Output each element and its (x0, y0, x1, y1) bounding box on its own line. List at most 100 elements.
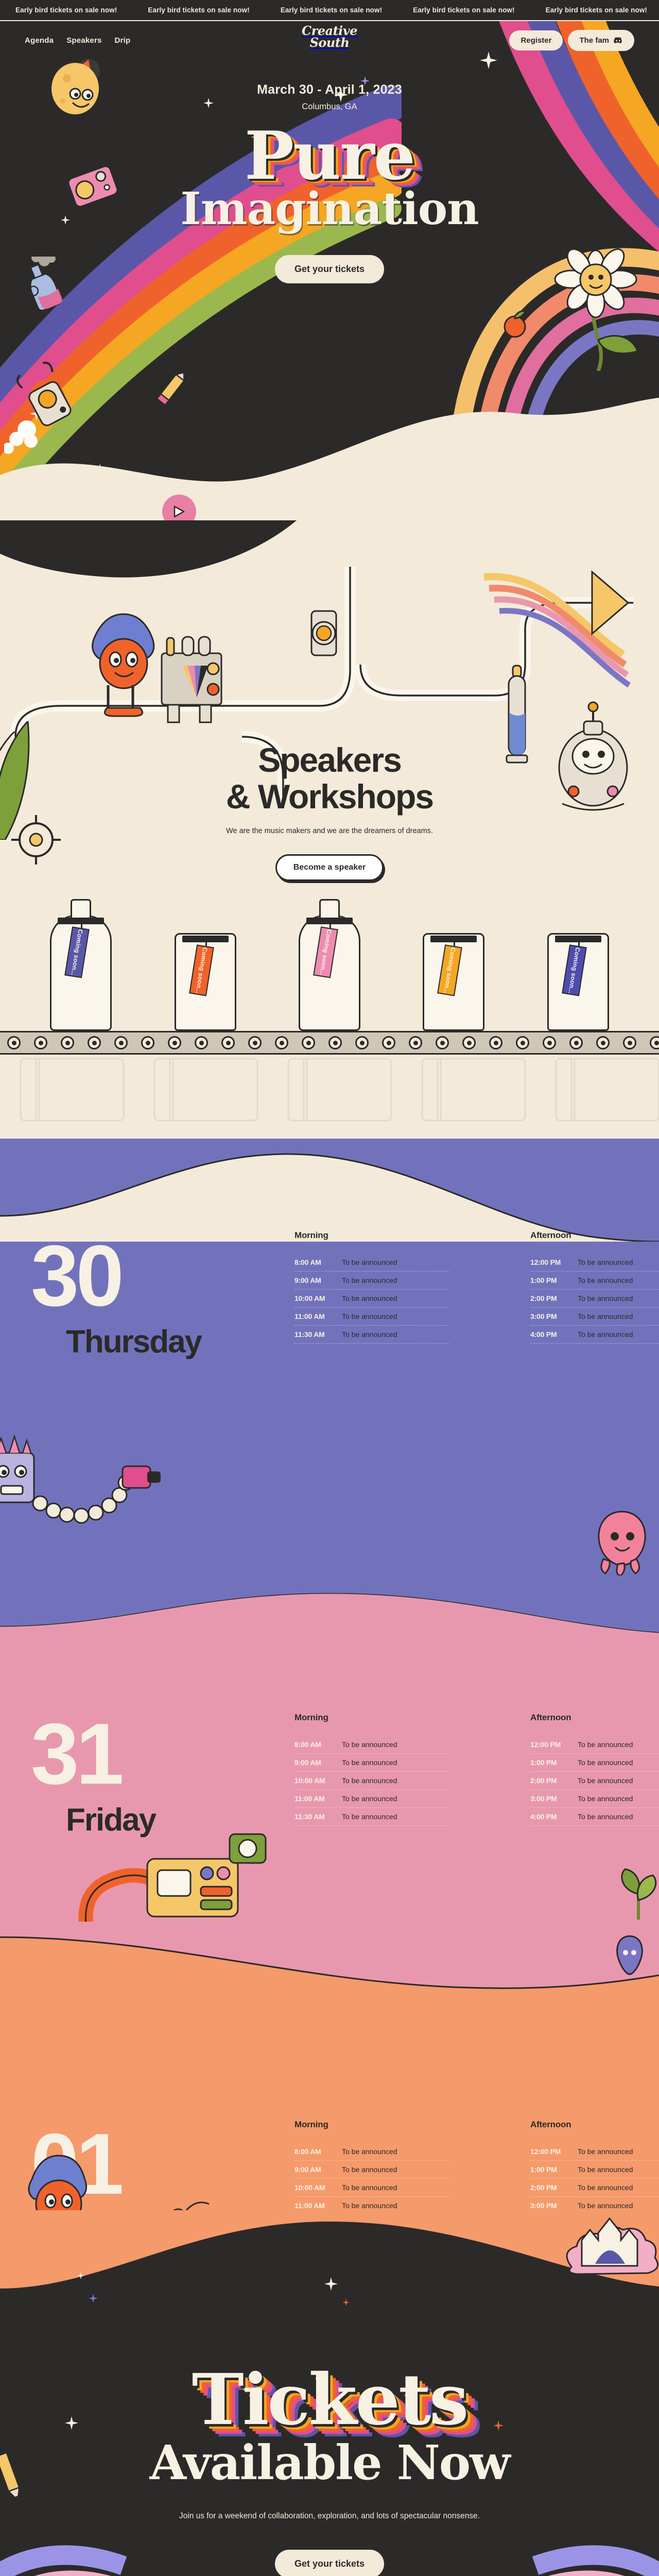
marquee-item: Early bird tickets on sale now! (413, 6, 515, 14)
bottle-tag: Coming soon... (188, 944, 214, 996)
schedule-grid: Morning 8:00 AM To be announced 9:00 AM To… (294, 1713, 659, 1826)
schedule-row[interactable]: 10:00 AM To be announced (294, 2179, 449, 2197)
bottle-item: Coming soon... (38, 899, 124, 1031)
conveyor-roller (275, 1036, 288, 1049)
sparkle-icon (324, 2277, 338, 2291)
sparkle-icon (342, 2468, 350, 2475)
schedule-col-heading: Morning (294, 1713, 328, 1722)
schedule-row[interactable]: 10:00 AM To be announced (294, 1290, 449, 1308)
schedule-row[interactable]: 3:00 PM To be announced (530, 1308, 659, 1326)
bottle-neck (319, 899, 340, 918)
schedule-row[interactable]: 11:00 AM To be announced (294, 1790, 449, 1808)
become-a-speaker-button[interactable]: Become a speaker (275, 854, 384, 881)
schedule-row[interactable]: 11:30 AM To be announced (294, 1808, 449, 1826)
nav-link-agenda[interactable]: Agenda (25, 36, 54, 45)
the-fam-button[interactable]: The fam (568, 30, 634, 51)
schedule-row[interactable]: 2:00 PM To be announced (530, 1290, 659, 1308)
marquee-item: Early bird tickets on sale now! (15, 6, 117, 14)
schedule-row[interactable]: 12:00 PM To be announced (530, 2143, 659, 2161)
bottle-item: Coming soon... (162, 933, 249, 1031)
schedule-row[interactable]: 3:00 PM To be announced (530, 2197, 659, 2215)
schedule-row[interactable]: 4:00 PM To be announced (530, 1326, 659, 1344)
schedule-row[interactable]: 1:00 PM To be announced (530, 1272, 659, 1290)
schedule-grid: Morning 8:00 AM To be announced 9:00 AM To… (294, 1230, 659, 1344)
tag-string (329, 920, 331, 931)
schedule-row[interactable]: 9:00 AM To be announced (294, 2161, 449, 2179)
radio-icon (67, 164, 118, 208)
nav-links: Agenda Speakers Drip (25, 36, 130, 45)
nav-link-drip[interactable]: Drip (114, 36, 131, 45)
schedule-row[interactable]: 1:00 PM To be announced (530, 2161, 659, 2179)
sparkle-icon (360, 76, 370, 86)
hero-play-button[interactable] (162, 495, 196, 520)
bottle-item: Coming soon... (286, 899, 373, 1031)
schedule-title: To be announced (578, 2165, 633, 2174)
leaves-icon (0, 721, 30, 840)
wave-divider (0, 1153, 659, 1242)
schedule-time: 11:30 AM (294, 1330, 325, 1338)
hero-get-tickets-button[interactable]: Get your tickets (274, 255, 385, 283)
peach-icon (504, 310, 526, 338)
schedule-row[interactable]: 10:00 AM To be announced (294, 1772, 449, 1790)
schedule-row[interactable]: 8:00 AM To be announced (294, 1253, 449, 1272)
schedule-title: To be announced (342, 1812, 397, 1821)
sparkle-icon (61, 215, 70, 225)
schedule-column-afternoon: Afternoon 12:00 PM To be announced 1:00 P… (530, 1230, 659, 1344)
schedule-title: To be announced (342, 1330, 397, 1338)
tickets-get-tickets-button[interactable]: Get your tickets (274, 2549, 385, 2576)
schedule-time: 10:00 AM (294, 2183, 325, 2192)
schedule-title: To be announced (578, 2201, 633, 2210)
schedule-time: 1:00 PM (530, 2165, 557, 2174)
conveyor-roller (596, 1036, 610, 1049)
marquee-item: Early bird tickets on sale now! (545, 6, 648, 14)
dark-blob (0, 520, 297, 578)
conveyor-roller (409, 1036, 422, 1049)
schedule-title: To be announced (342, 1776, 397, 1785)
conveyor-roller (248, 1036, 262, 1049)
register-button[interactable]: Register (509, 30, 563, 50)
bottle-tag-label: Coming soon... (70, 928, 84, 976)
nav-link-speakers[interactable]: Speakers (66, 36, 102, 45)
conveyor-roller (382, 1036, 395, 1049)
schedule-row[interactable]: 9:00 AM To be announced (294, 1754, 449, 1772)
schedule-time: 9:00 AM (294, 2165, 321, 2174)
schedule-title: To be announced (578, 1312, 633, 1320)
schedule-row[interactable]: 12:00 PM To be announced (530, 1736, 659, 1754)
pencil-icon (156, 371, 185, 406)
tag-string (578, 938, 580, 949)
conveyor-roller (436, 1036, 449, 1049)
daisy-flower-icon (554, 248, 638, 371)
schedule-row[interactable]: 2:00 PM To be announced (530, 1772, 659, 1790)
schedule-title: To be announced (342, 2165, 397, 2174)
brand-logo[interactable]: Creative South (291, 25, 368, 49)
conveyor-roller (569, 1036, 583, 1049)
schedule-time: 1:00 PM (530, 1276, 557, 1284)
schedule-time: 10:00 AM (294, 1776, 325, 1785)
schedule-column-afternoon: Afternoon 12:00 PM To be announced 1:00 P… (530, 1713, 659, 1826)
schedule-column-morning: Morning 8:00 AM To be announced 9:00 AM To… (294, 1230, 449, 1344)
speakers-subtitle: We are the music makers and we are the d… (226, 827, 433, 836)
schedule-row[interactable]: 12:00 PM To be announced (530, 1253, 659, 1272)
potion-bottle-icon (28, 257, 62, 311)
bottle-jar: Coming soon... (50, 899, 112, 1031)
schedule-title: To be announced (578, 1758, 633, 1767)
schedule-row[interactable]: 8:00 AM To be announced (294, 1736, 449, 1754)
bottle-item: Coming soon... (535, 933, 621, 1031)
schedule-row[interactable]: 1:00 PM To be announced (530, 1754, 659, 1772)
schedule-row[interactable]: 11:30 AM To be announced (294, 1326, 449, 1344)
robot-icon (558, 701, 628, 811)
pencil-icon (0, 2452, 20, 2502)
sparkle-icon (77, 2272, 84, 2279)
schedule-row[interactable]: 11:00 AM To be announced (294, 1308, 449, 1326)
hero-title: Pure Imagination (0, 123, 659, 231)
schedule-row[interactable]: 9:00 AM To be announced (294, 1272, 449, 1290)
conveyor-roller (516, 1036, 529, 1049)
speakers-title-line1: Speakers (258, 741, 402, 779)
schedule-row[interactable]: 2:00 PM To be announced (530, 2179, 659, 2197)
bottle-tag: Coming soon... (437, 944, 463, 996)
schedule-col-heading: Afternoon (530, 1713, 571, 1722)
schedule-row[interactable]: 3:00 PM To be announced (530, 1790, 659, 1808)
schedule-row[interactable]: 4:00 PM To be announced (530, 1808, 659, 1826)
wave-divider (0, 1592, 659, 1664)
schedule-row[interactable]: 8:00 AM To be announced (294, 2143, 449, 2161)
